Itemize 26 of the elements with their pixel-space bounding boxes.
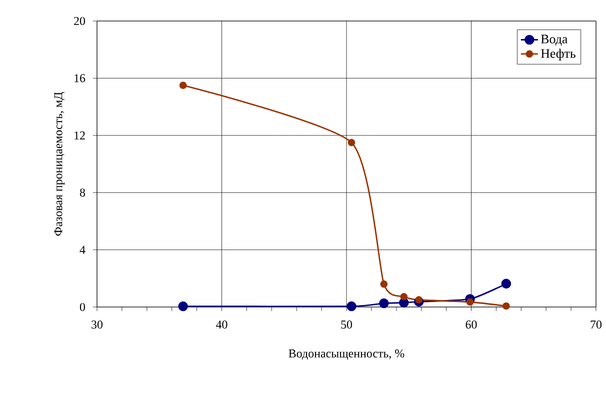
- x-tick-label: 70: [590, 320, 602, 329]
- y-tick-label: 0: [80, 302, 86, 312]
- y-tick-label: 16: [74, 74, 86, 82]
- point: [178, 301, 188, 312]
- point: [466, 298, 474, 306]
- point: [501, 278, 512, 289]
- point: [346, 301, 356, 312]
- x-tick-label: 50: [341, 320, 352, 329]
- legend-label: Нефть: [541, 48, 576, 60]
- x-tick-label: 40: [216, 320, 228, 329]
- x-axis-title: Водонасыщенность, %: [288, 349, 404, 360]
- point: [502, 302, 510, 310]
- point: [415, 296, 423, 304]
- point: [379, 298, 389, 308]
- y-tick-label: 12: [74, 131, 85, 140]
- point: [380, 280, 388, 288]
- y-tick-label: 8: [80, 188, 86, 197]
- y-axis-title: Фазовая проницаемость, мД: [54, 92, 65, 236]
- y-tick-label: 20: [74, 16, 86, 26]
- y-tick-label: 4: [80, 246, 86, 254]
- point: [348, 138, 356, 146]
- x-tick-label: 30: [92, 320, 103, 329]
- x-tick-label: 60: [466, 320, 477, 329]
- point: [179, 82, 187, 90]
- legend-label: Вода: [541, 34, 568, 46]
- point: [400, 293, 408, 300]
